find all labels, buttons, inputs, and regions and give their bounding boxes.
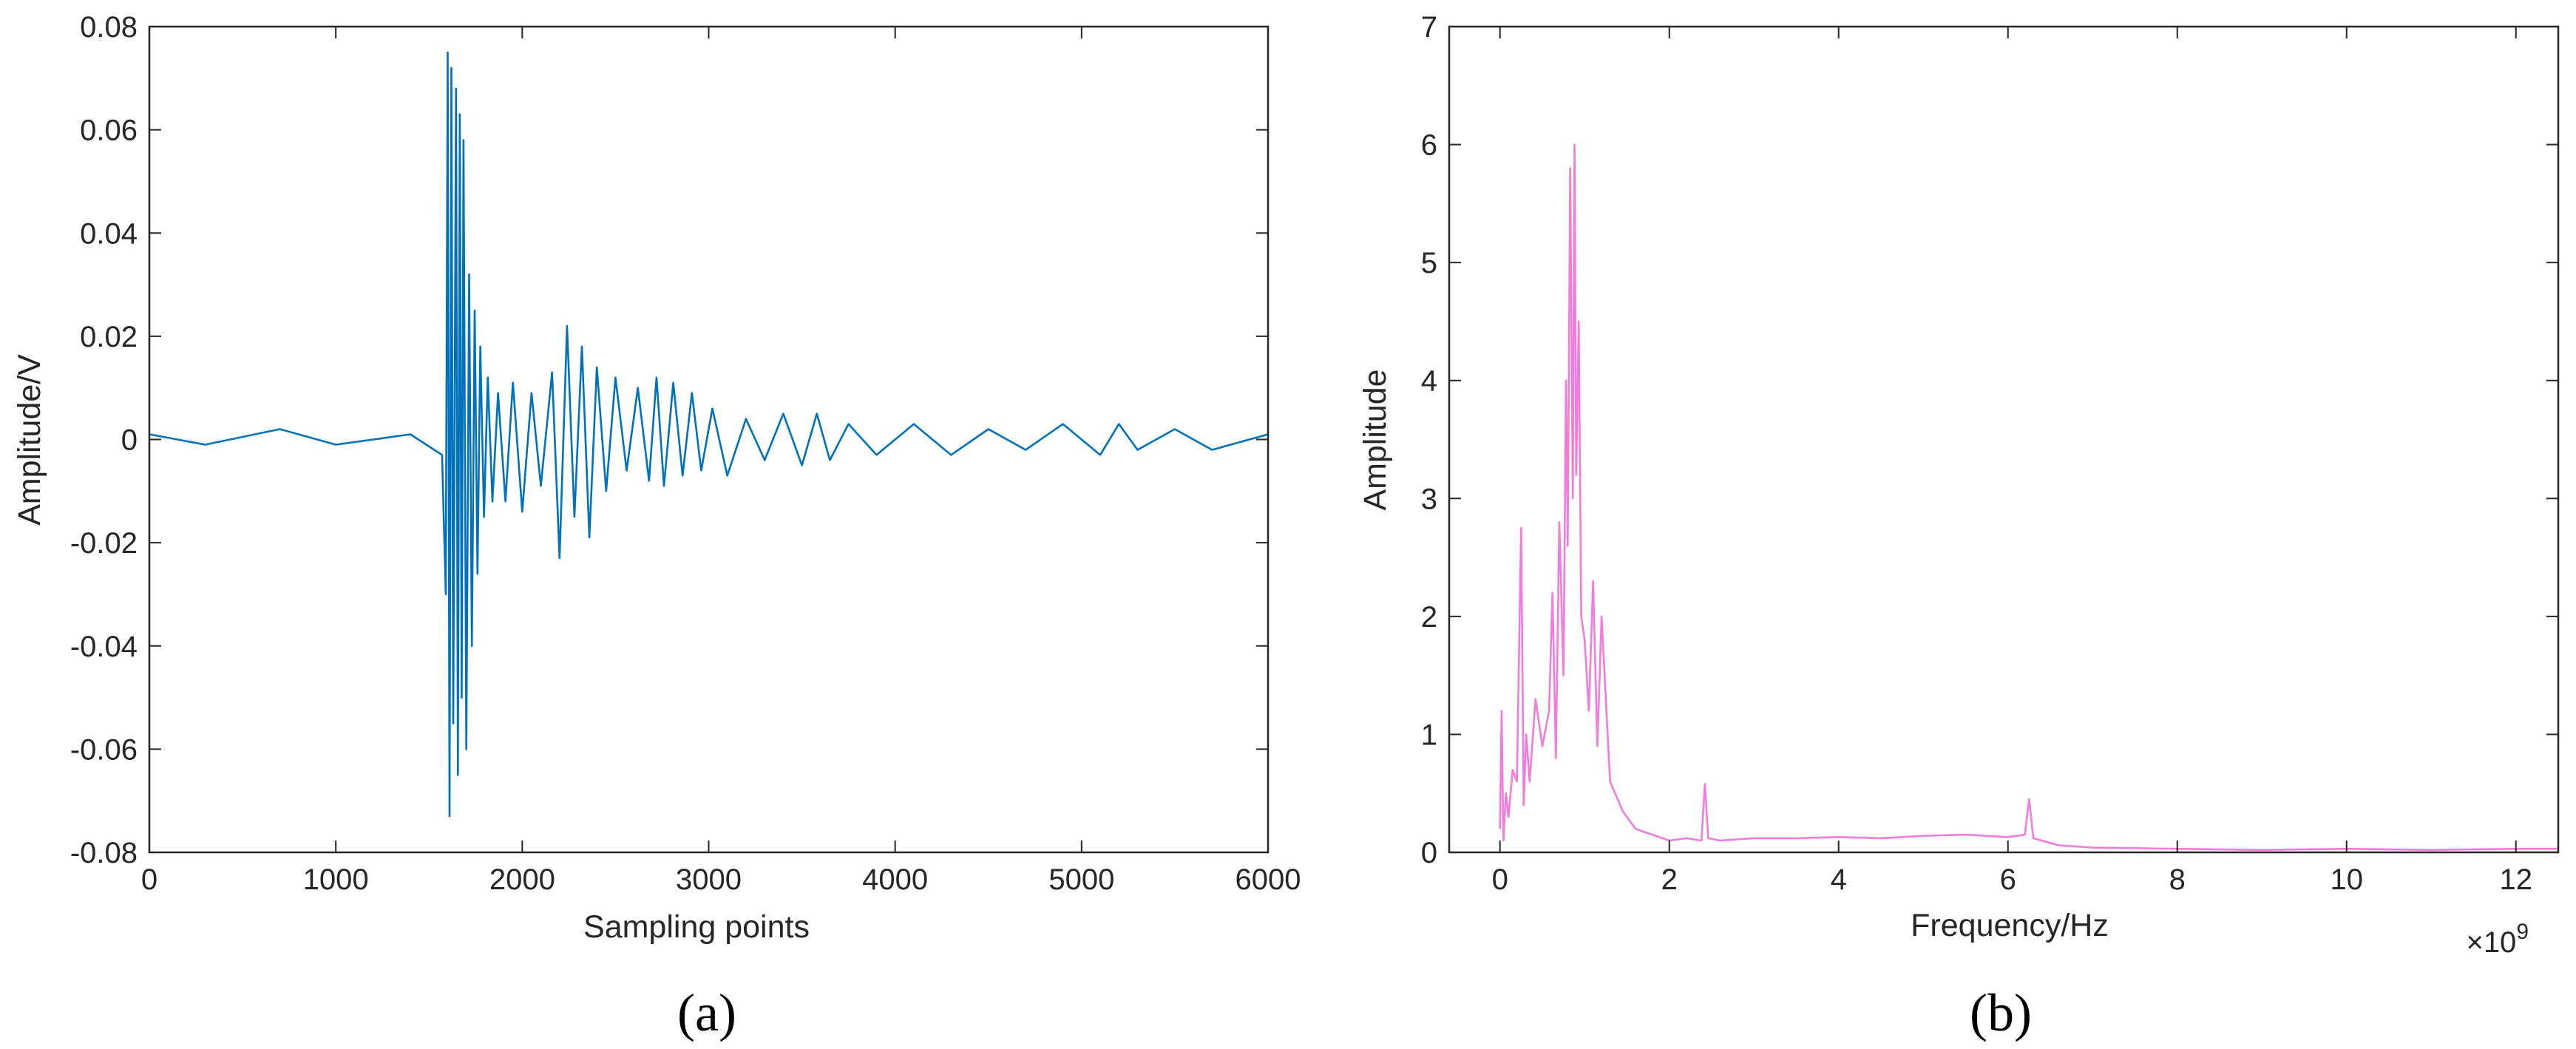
panel-a: 0 1000 2000 3000 4000 5000 6000 -0.08 -0.06 -0.04… [12,11,1301,1042]
panel-a-series-line-0 [149,51,1269,818]
panel-a-xtick-label: 0 [141,863,157,896]
panel-a-xtick-label: 3000 [676,863,742,896]
panel-a-xtick-label: 2000 [489,863,555,896]
panel-a-ytick-label: 0 [121,424,138,457]
panel-a-xtick-label: 1000 [303,863,369,896]
panel-b-ytick-label: 2 [1421,601,1437,634]
panel-b-xtick-label: 8 [2169,863,2186,896]
panel-b-xtick-label: 6 [2000,863,2016,896]
panel-a-ytick-label: 0.08 [80,11,138,44]
panel-a-ytick-label: 0.06 [80,115,138,147]
panel-a-ytick-label: 0.02 [80,321,138,353]
panel-a-xtick-label: 6000 [1236,863,1301,896]
panel-a-ytick-label: 0.04 [80,217,138,250]
panel-b-xlabel: Frequency/Hz [1911,908,2109,943]
panel-b-series-line-0 [1499,143,2558,852]
panel-a-xlabel: Sampling points [583,909,810,945]
panel-a-ytick-label: -0.08 [70,837,138,869]
panel-a-ytick-label: -0.02 [70,527,138,560]
panel-b-ytick-label: 5 [1421,247,1437,279]
panel-a-series [149,51,1269,818]
panel-b-ytick-label: 0 [1421,837,1437,869]
panel-b-series [1499,143,2558,852]
panel-b-xtick-label: 12 [2499,863,2532,896]
panel-b-axes-box [1448,25,2560,854]
panel-a-ytick-label: -0.04 [70,631,138,663]
panel-b-ytick-label: 6 [1421,129,1437,162]
panel-b-ytick-label: 4 [1421,365,1437,398]
panel-b-caption: (b) [1970,983,2032,1042]
panel-b-ytick-label: 1 [1421,719,1437,751]
panel-b-x-exponent-base: ×10 [2466,926,2516,959]
panel-b-xtick-label: 2 [1661,863,1678,896]
panel-a-ytick-label: -0.06 [70,733,138,766]
panel-b-plot-area [1449,27,2558,852]
panel-b-xtick-label: 0 [1492,863,1508,896]
panel-b-xtick-label: 4 [1831,863,1847,896]
panel-a-ticks: 0 1000 2000 3000 4000 5000 6000 -0.08 -0.06 -0.04… [70,11,1301,896]
panel-a-caption: (a) [677,983,736,1042]
panel-b-ytick-label: 7 [1421,11,1437,44]
panel-a-xtick-label: 4000 [862,863,928,896]
panel-a-ylabel: Amplitude/V [12,354,47,526]
panel-b-ytick-label: 3 [1421,483,1437,515]
panel-b-xtick-label: 10 [2330,863,2363,896]
panel-b-x-exponent-power: 9 [2516,920,2529,944]
panel-b-x-exponent: ×109 [2466,920,2529,959]
panel-b-ylabel: Amplitude [1358,369,1393,510]
panel-a-xtick-label: 5000 [1048,863,1114,896]
